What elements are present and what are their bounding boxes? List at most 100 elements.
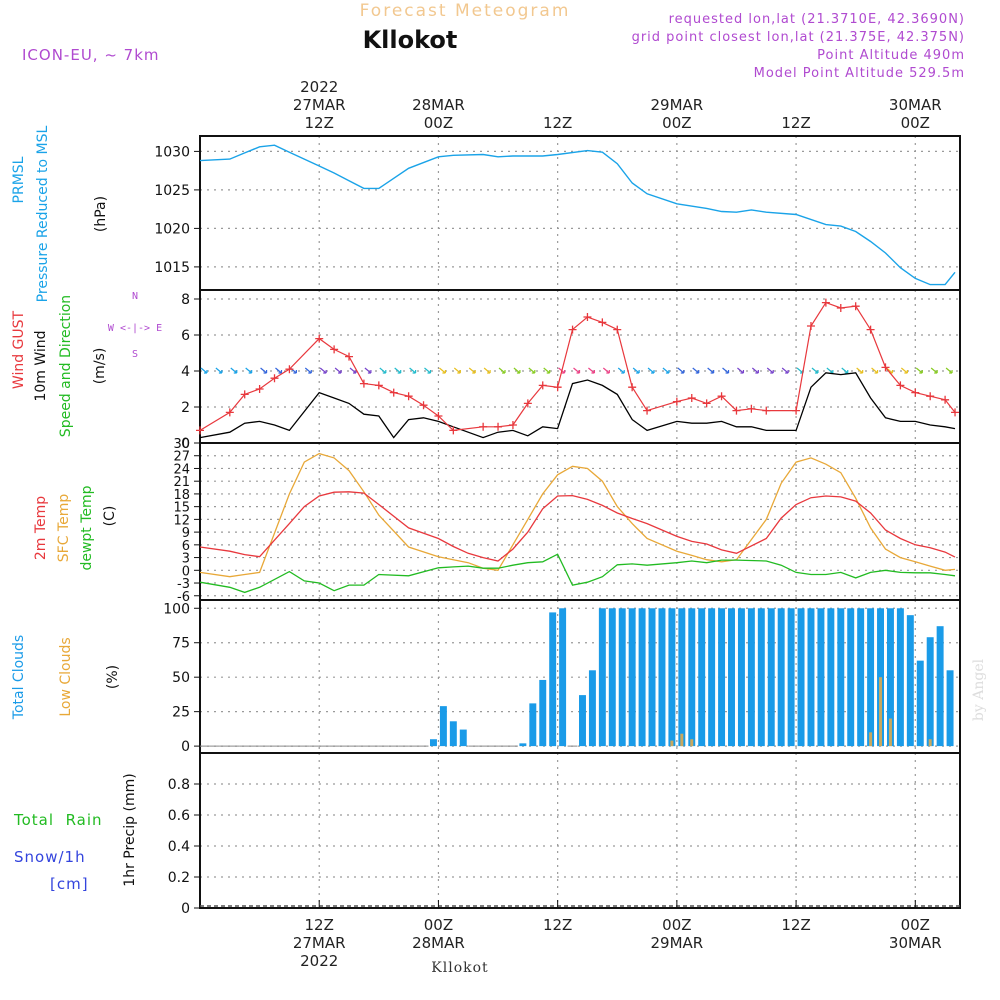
- total-cloud-bar: [847, 608, 855, 747]
- gust-marker: [717, 392, 726, 401]
- top-time-label: 00Z: [901, 114, 930, 132]
- location-title: Kllokot: [363, 26, 458, 54]
- wind-arrow: [841, 367, 849, 374]
- precip-unit: 1hr Precip (mm): [122, 773, 138, 886]
- y-tick-label: 0.2: [168, 870, 190, 886]
- total-cloud-bar: [449, 721, 457, 747]
- total-cloud-bar: [946, 670, 954, 747]
- pressure-label-desc: Pressure Reduced to MSL: [35, 125, 51, 302]
- pressure-line: [199, 144, 956, 286]
- top-time-label: 29MAR: [651, 96, 704, 114]
- gust-marker: [881, 363, 890, 372]
- wind-arrow: [215, 367, 223, 374]
- total-cloud-bar: [857, 608, 865, 747]
- total-cloud-bar: [807, 608, 815, 747]
- wind-arrow: [245, 367, 253, 374]
- wind-arrow: [364, 367, 372, 374]
- low-cloud-bar: [670, 740, 674, 747]
- total-cloud-bar: [757, 608, 765, 747]
- wind-arrow: [781, 367, 789, 374]
- gust-marker: [404, 392, 413, 401]
- y-tick-label: 1025: [154, 183, 190, 199]
- total-clouds-bars: [200, 608, 954, 747]
- wind-arrow: [528, 367, 536, 374]
- wind-arrow: [856, 367, 864, 374]
- wind-arrow: [379, 367, 387, 374]
- low-clouds-bars: [670, 677, 932, 747]
- wind-arrow: [334, 367, 342, 374]
- total-cloud-bar: [827, 608, 835, 747]
- panel-frame: [199, 289, 961, 444]
- compass-north: N: [132, 291, 138, 302]
- pressure-grid: [199, 135, 961, 291]
- bottom-time-label: 29MAR: [651, 934, 704, 952]
- gust-marker: [628, 383, 637, 392]
- clouds-y-ticks: 0 25 50 75 100: [163, 601, 200, 755]
- gust-marker: [941, 395, 950, 404]
- gust-marker: [538, 381, 547, 390]
- gust-marker: [851, 302, 860, 311]
- y-tick-label: 2: [181, 400, 190, 416]
- wind-arrow: [811, 367, 819, 374]
- total-cloud-bar: [638, 608, 646, 747]
- total-cloud-bar: [429, 739, 437, 747]
- gust-marker: [836, 304, 845, 312]
- y-tick-label: 3: [182, 552, 190, 567]
- wind-unit: (m/s): [92, 348, 108, 385]
- wind-y-ticks: 0 2 4 6 8: [181, 292, 200, 452]
- y-tick-label: 6: [181, 328, 190, 344]
- wind-arrow: [766, 367, 774, 374]
- point-altitude: Point Altitude 490m: [817, 48, 965, 63]
- wind-grid: [199, 289, 961, 444]
- y-tick-label: 50: [172, 670, 190, 686]
- bottom-time-label: 27MAR: [293, 934, 346, 952]
- precip-panel: 0 0.2 0.4 0.6 0.8 Total Rain Snow/1h [cm] 1h…: [13, 752, 961, 917]
- wind-10m-label: 10m Wind: [33, 330, 49, 401]
- wind-arrow: [930, 367, 938, 374]
- top-time-label: 27MAR: [293, 96, 346, 114]
- gust-marker: [434, 412, 443, 420]
- dewpt-temp-label: dewpt Temp: [79, 485, 95, 570]
- gust-marker: [494, 422, 503, 431]
- top-time-label: 00Z: [424, 114, 453, 132]
- total-cloud-bar: [618, 608, 626, 747]
- gust-marker: [553, 383, 562, 392]
- total-cloud-bar: [797, 608, 805, 747]
- wind-arrow: [915, 367, 923, 374]
- wind-arrow: [543, 367, 551, 374]
- gust-marker: [419, 401, 428, 410]
- wind-arrow: [602, 367, 610, 374]
- total-cloud-bar: [549, 612, 557, 747]
- total-cloud-bar: [668, 608, 676, 747]
- wind-arrow: [230, 367, 238, 374]
- wind-panel: 0 2 4 6 8 Wind GUST 10m Wind Speed and Direc…: [11, 289, 961, 452]
- wind-speed-line: [199, 372, 956, 439]
- total-cloud-bar: [598, 608, 606, 747]
- gust-marker: [374, 381, 383, 390]
- total-cloud-bar: [529, 703, 537, 747]
- total-cloud-bar: [926, 637, 934, 747]
- y-tick-label: 0: [181, 901, 190, 917]
- y-tick-label: 0: [182, 564, 190, 579]
- y-tick-label: 75: [172, 636, 190, 652]
- wind-arrow: [573, 367, 581, 374]
- snow-unit-label: [cm]: [50, 875, 89, 893]
- low-cloud-bar: [869, 732, 873, 747]
- bottom-time-label: 12Z: [543, 916, 572, 934]
- wind-arrow: [483, 367, 491, 374]
- top-time-label: 00Z: [662, 114, 691, 132]
- wind-gust-label: Wind GUST: [11, 310, 27, 389]
- wind-arrow: [617, 367, 625, 374]
- total-cloud-bar: [777, 608, 785, 747]
- total-cloud-bar: [539, 679, 547, 747]
- gust-marker: [359, 379, 368, 388]
- gust-marker: [747, 404, 756, 413]
- total-cloud-bar: [718, 608, 726, 747]
- y-tick-label: 1020: [154, 221, 190, 237]
- panel-frame: [199, 752, 961, 909]
- y-tick-label: 25: [172, 705, 190, 721]
- pressure-y-ticks: 1015 1020 1025 1030: [154, 144, 200, 276]
